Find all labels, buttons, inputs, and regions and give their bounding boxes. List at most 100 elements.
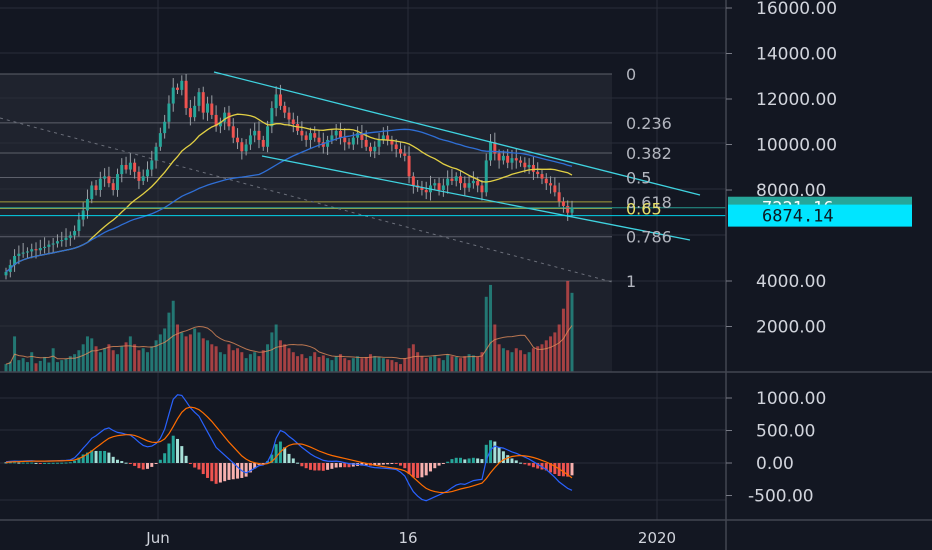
macd-histogram-bar [514,460,518,463]
volume-bar [313,352,317,372]
volume-bar [85,336,89,372]
volume-bar [476,356,480,372]
macd-histogram-bar [347,463,351,468]
candle-body [368,146,372,152]
macd-histogram-bar [527,463,531,466]
candle-body [317,137,321,143]
candle-body [214,114,218,127]
volume-bar [540,344,544,372]
macd-histogram-bar [424,463,428,476]
volume-bar [4,364,8,372]
candle-body [394,144,398,150]
fib-level-label: 0.618 [626,193,672,212]
macd-histogram-bar [300,463,304,467]
candle-body [300,130,304,136]
candle-body [124,164,128,170]
candle-body [146,169,149,177]
price-lines [0,207,726,217]
macd-histogram-bar [124,462,128,464]
candle-body [171,87,175,104]
ma-short-line [5,113,573,273]
macd-histogram-bar [73,460,77,463]
macd-histogram-bar [510,458,514,463]
macd-histogram-bar [261,463,265,464]
macd-histogram-bar [536,463,540,469]
macd-histogram-bar [296,462,300,464]
macd-histogram-bar [163,453,167,463]
time-axis[interactable]: Jun 16 2020 [145,529,676,547]
channel-lower-line [261,155,691,241]
volume-bar [193,328,197,372]
candle-body [266,126,270,147]
volume-bar [257,356,261,372]
macd-histogram-bar [506,455,510,463]
macd-histogram-bar [454,457,458,463]
candle-body [180,80,184,90]
volume-bar [8,361,12,372]
macd-histogram-bar [188,463,192,464]
candle-body [137,171,141,181]
candle-body [107,176,111,184]
candle-body [68,235,72,238]
macd-histogram-bar [386,463,390,465]
macd-histogram-bar [403,463,407,469]
candle-body [120,164,124,175]
volume-bar [338,354,342,372]
macd-histogram-bar [17,462,21,464]
volume-bar [390,360,394,372]
candle-body [25,251,29,253]
macd-histogram-bar [107,452,111,463]
volume-bar [98,352,102,372]
candle-body [283,105,287,113]
volume-bar [244,358,248,372]
volume-bar [321,355,325,372]
volume-bar [38,360,42,372]
candle-body [450,178,454,181]
volume-bar [514,348,518,372]
ma-long-line [5,128,573,273]
price-badge-label: 6874.14 [762,207,834,227]
candle-body [506,155,510,163]
candle-body [411,176,415,186]
macd-histogram-bar [446,461,450,463]
candle-body [13,255,17,266]
macd-histogram-bar [146,463,149,469]
candle-body [437,183,441,190]
price-badge [728,204,912,227]
macd-histogram-bar [437,463,441,466]
price-tick-label: 14000.00 [756,45,837,65]
volume-bar [566,280,570,372]
volume-bar [527,352,531,372]
candle-body [351,137,355,145]
volume-bar [231,350,235,372]
fib-level-label: 0.382 [626,144,672,163]
candle-body [424,190,428,193]
macd-histogram-bar [85,452,89,463]
candle-body [343,137,347,143]
candle-body [30,249,34,252]
fib-level-label: 0.236 [626,114,672,133]
volume-bar [364,356,368,372]
candle-body [188,108,192,118]
candle-body [240,142,244,152]
price-badges: 7221.166874.14 [728,196,912,227]
candle-body [523,162,527,168]
candle-body [557,192,561,202]
volume-bar [287,348,291,372]
volume-bar [480,352,484,372]
volume-bar [467,354,471,372]
candle-body [34,249,38,251]
macd-histogram-bar [184,455,188,463]
candle-body [73,230,77,236]
trend-lines [0,117,613,283]
macd-histogram-bar [81,454,85,463]
fib-level-label: 1 [626,272,636,291]
volume-bar [274,324,278,372]
volume-bar [536,346,540,372]
price-axis[interactable]: 16000.00 14000.00 12000.00 10000.00 8000.00 4… [726,0,837,338]
candle-body [519,160,523,163]
candle-body [553,185,557,193]
candle-body [501,155,505,161]
candle-body [347,142,351,145]
macd-axis[interactable]: 1000.00 500.00 0.00 -500.00 [726,389,826,507]
